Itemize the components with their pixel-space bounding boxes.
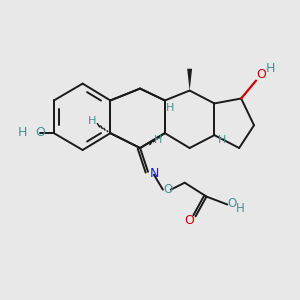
Text: O: O (35, 126, 45, 139)
Text: H: H (266, 62, 276, 75)
Text: N: N (149, 167, 159, 180)
Text: H: H (88, 116, 97, 126)
Text: O: O (256, 68, 266, 81)
Text: H: H (236, 202, 244, 215)
Text: O: O (228, 197, 237, 210)
Text: H: H (218, 135, 226, 145)
Text: H: H (154, 135, 162, 145)
Text: H: H (166, 103, 174, 113)
Text: H: H (18, 126, 27, 139)
Text: O: O (185, 214, 195, 227)
Polygon shape (187, 69, 192, 91)
Text: O: O (163, 183, 172, 196)
